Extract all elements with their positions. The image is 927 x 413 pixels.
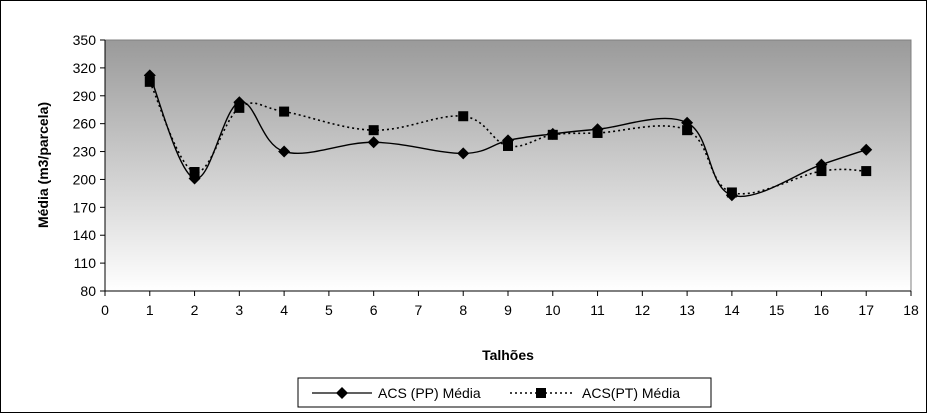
legend-label-pp: ACS (PP) Média xyxy=(378,385,481,401)
x-tick-label: 12 xyxy=(635,302,651,318)
x-tick-label: 17 xyxy=(858,302,874,318)
x-tick-label: 0 xyxy=(101,302,109,318)
legend: ACS (PP) Média ACS(PT) Média xyxy=(297,377,712,408)
data-point-pt xyxy=(368,125,379,136)
data-point-pt xyxy=(816,166,827,177)
data-point-pt xyxy=(682,125,693,136)
y-tick-label: 170 xyxy=(73,199,97,215)
data-point-pt xyxy=(458,111,469,122)
data-point-pt xyxy=(279,106,290,117)
x-tick-label: 6 xyxy=(370,302,378,318)
data-point-pt xyxy=(726,187,737,198)
data-point-pt xyxy=(189,167,200,178)
data-point-pp xyxy=(860,143,873,156)
data-point-pt xyxy=(592,127,603,138)
y-tick-label: 290 xyxy=(73,88,97,104)
x-tick-label: 18 xyxy=(903,302,919,318)
data-point-pt xyxy=(861,166,872,177)
y-tick-label: 200 xyxy=(73,171,97,187)
x-tick-label: 15 xyxy=(769,302,785,318)
y-tick-label: 110 xyxy=(74,255,97,271)
x-tick-label: 9 xyxy=(504,302,512,318)
x-tick-label: 16 xyxy=(814,302,830,318)
data-point-pp xyxy=(457,147,470,160)
x-tick-label: 1 xyxy=(146,302,154,318)
legend-marker-pp xyxy=(336,387,348,399)
x-tick-label: 4 xyxy=(280,302,288,318)
x-tick-label: 11 xyxy=(590,302,605,318)
legend-label-pt: ACS(PT) Média xyxy=(582,385,680,401)
y-axis-title: Média (m3/parcela) xyxy=(35,102,51,228)
data-point-pp xyxy=(278,145,291,158)
y-tick-label: 260 xyxy=(73,116,97,132)
plot-area xyxy=(104,39,912,292)
x-tick-label: 14 xyxy=(724,302,740,318)
x-tick-label: 8 xyxy=(459,302,467,318)
data-point-pt xyxy=(503,140,513,151)
data-point-pt xyxy=(234,102,245,113)
y-tick-label: 350 xyxy=(73,32,97,48)
y-tick-label: 230 xyxy=(73,144,97,160)
data-point-pt xyxy=(144,76,155,87)
x-tick-label: 10 xyxy=(545,302,561,318)
y-tick-label: 140 xyxy=(73,227,97,243)
x-tick-label: 5 xyxy=(325,302,333,318)
x-tick-label: 13 xyxy=(679,302,695,318)
x-tick-label: 7 xyxy=(415,302,423,318)
legend-marker-pt xyxy=(536,388,546,398)
x-axis-title: Talhões xyxy=(482,347,534,363)
data-point-pt xyxy=(547,129,558,140)
x-tick-label: 3 xyxy=(235,302,243,318)
data-point-pp xyxy=(367,136,380,149)
y-tick-label: 80 xyxy=(80,283,96,299)
y-tick-label: 320 xyxy=(73,60,97,76)
x-tick-label: 2 xyxy=(191,302,199,318)
